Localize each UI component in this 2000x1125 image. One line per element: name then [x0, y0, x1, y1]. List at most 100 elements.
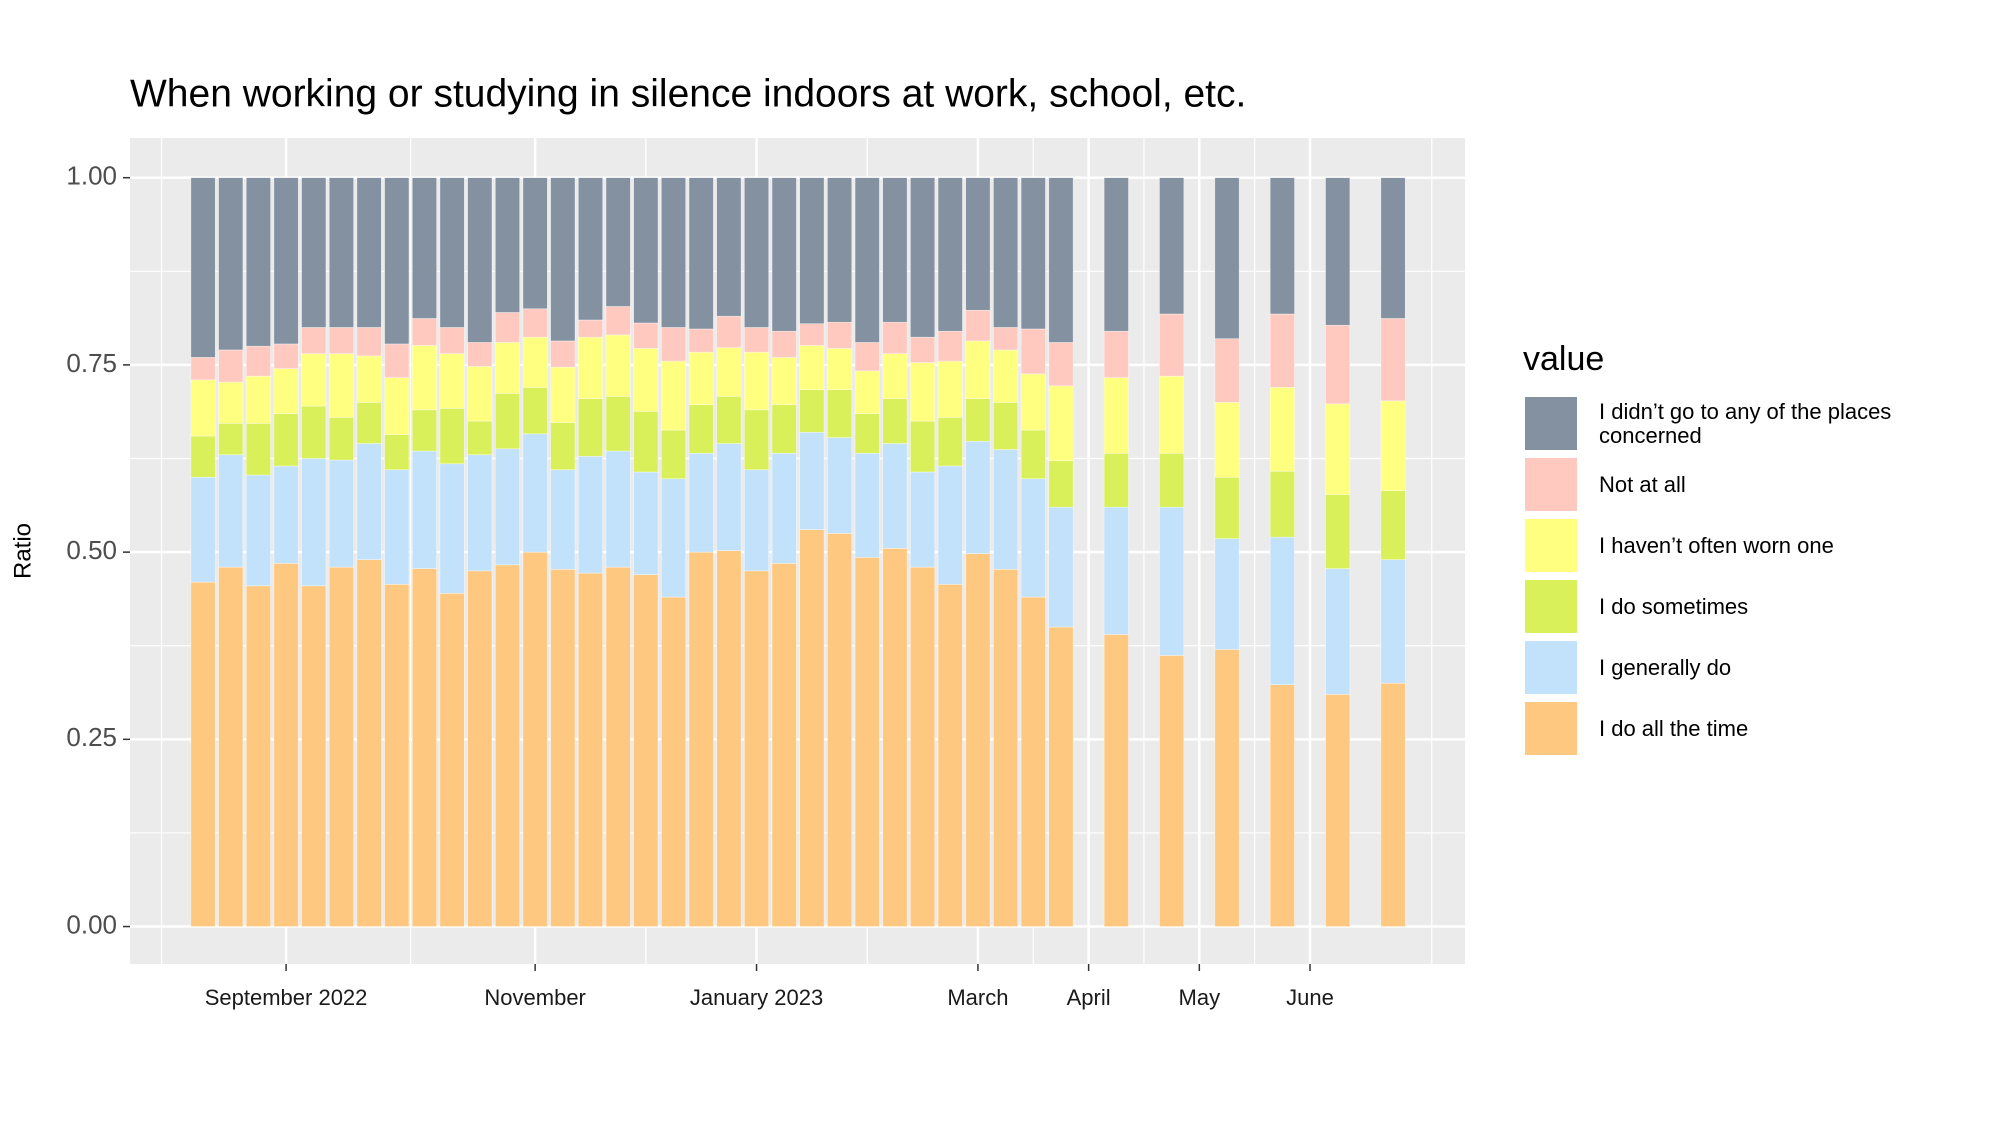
bar-segment — [1159, 177, 1185, 315]
bar-segment — [716, 443, 742, 551]
legend-label: I do all the time — [1599, 715, 1749, 741]
bar-segment — [937, 465, 963, 585]
bar-segment — [854, 557, 880, 927]
bar-segment — [328, 353, 354, 418]
bar-segment — [1103, 177, 1129, 332]
bar-segment — [965, 398, 991, 442]
bar-segment — [384, 469, 410, 585]
bar-segment — [1020, 328, 1046, 375]
bar-segment — [356, 355, 382, 403]
bar-segment — [384, 434, 410, 471]
bar-segment — [411, 409, 437, 452]
bar-segment — [827, 177, 853, 323]
bar-segment — [1325, 494, 1351, 569]
bar-segment — [411, 568, 437, 927]
bar-segment — [218, 177, 244, 351]
bar-segment — [218, 454, 244, 568]
bar-segment — [744, 570, 770, 927]
bar-segment — [744, 327, 770, 353]
bar-segment — [1214, 338, 1240, 403]
bar-segment — [910, 471, 936, 568]
bar-segment — [744, 177, 770, 328]
bar-segment — [965, 309, 991, 342]
legend-key — [1523, 639, 1579, 696]
bar-segment — [1048, 342, 1074, 387]
bar-segment — [1214, 476, 1240, 539]
legend: value I didn’t go to any of the places c… — [1523, 340, 1959, 759]
bar-segment — [716, 315, 742, 348]
bar-segment — [578, 455, 603, 574]
bar-segment — [1380, 177, 1406, 319]
bar-segment — [1159, 506, 1185, 656]
bar-segment — [1380, 318, 1406, 402]
bar-segment — [771, 563, 797, 927]
bar-segment — [273, 343, 299, 369]
bar-segment — [328, 417, 354, 461]
legend-title: value — [1523, 340, 1605, 378]
bar-segment — [1325, 568, 1351, 695]
bar-segment — [937, 330, 963, 362]
bar-segment — [910, 177, 936, 338]
bar-segment — [218, 423, 244, 456]
bar-segment — [688, 404, 714, 454]
bar-segment — [1380, 682, 1406, 927]
bar-segment — [439, 463, 465, 594]
bar-segment — [1048, 506, 1074, 628]
y-tick-label: 1.00 — [66, 161, 117, 191]
bar-segment — [1048, 177, 1074, 343]
bar-segment — [1325, 177, 1351, 326]
y-tick-label: 0.25 — [66, 722, 117, 752]
bar-segment — [245, 375, 271, 424]
bar-segment — [716, 177, 742, 317]
bar-segment — [522, 551, 548, 927]
bar-segment — [550, 177, 576, 342]
bar-segment — [384, 584, 410, 927]
bar-segment — [245, 345, 271, 377]
bar-segment — [633, 471, 659, 575]
bar-segment — [661, 596, 686, 927]
legend-label: Not at all — [1599, 471, 1686, 497]
bar-segment — [1325, 694, 1351, 927]
bar-segment — [633, 574, 659, 927]
bar-segment — [605, 306, 631, 336]
bar-segment — [328, 177, 354, 328]
bar-segment — [190, 177, 216, 358]
x-tick-label: January 2023 — [690, 985, 823, 1010]
bar-segment — [882, 548, 908, 927]
bar-segment — [522, 177, 548, 310]
bar-segment — [910, 566, 936, 927]
bar-segment — [467, 570, 493, 927]
bar-segment — [1214, 649, 1240, 927]
bar-segment — [661, 177, 686, 328]
y-tick-label: 0.75 — [66, 348, 117, 378]
bar-segment — [356, 327, 382, 357]
bar-segment — [301, 327, 327, 354]
bar-segment — [356, 177, 382, 328]
bar-segment — [1269, 387, 1295, 472]
bar-segment — [218, 566, 244, 927]
bar-segment — [578, 572, 603, 927]
bar-segment — [937, 360, 963, 418]
bar-segment — [1159, 375, 1185, 454]
y-tick-label: 0.00 — [66, 909, 117, 939]
bar-segment — [633, 411, 659, 473]
x-tick-label: May — [1179, 985, 1221, 1010]
bar-segment — [1214, 538, 1240, 650]
bar-segment — [328, 327, 354, 354]
bar-segment — [190, 581, 216, 927]
bar-segment — [273, 465, 299, 564]
legend-item: I do sometimes — [1523, 576, 1959, 637]
bar-segment — [494, 312, 520, 343]
bar-segment — [661, 478, 686, 598]
bar-segment — [522, 433, 548, 553]
bar-segment — [1020, 373, 1046, 431]
bar-segment — [1020, 478, 1046, 598]
bar-segment — [716, 550, 742, 927]
bar-segment — [605, 334, 631, 397]
bar-segment — [245, 474, 271, 587]
bar-segment — [910, 336, 936, 363]
bar-segment — [605, 566, 631, 927]
bar-segment — [550, 366, 576, 423]
bar-segment — [411, 177, 437, 319]
bar-segment — [827, 437, 853, 534]
